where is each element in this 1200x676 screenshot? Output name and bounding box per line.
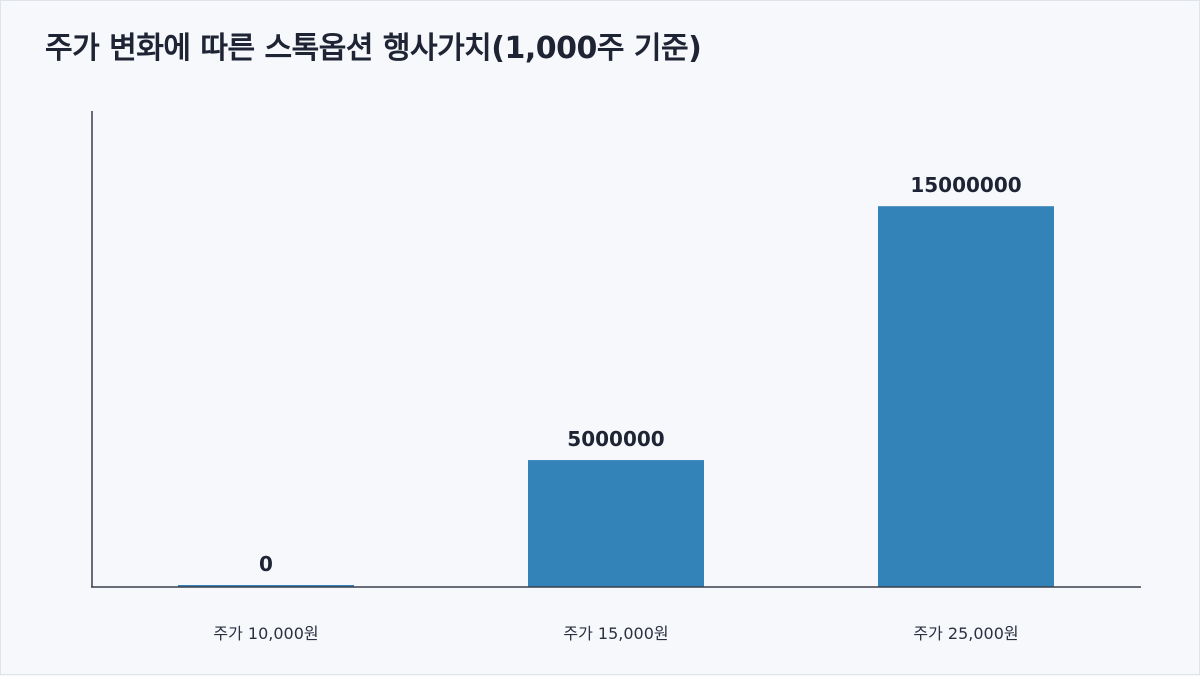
chart-title: 주가 변화에 따른 스톡옵션 행사가치(1,000주 기준) bbox=[45, 31, 702, 66]
data-label-2: 5000000 bbox=[567, 427, 664, 451]
bars-layer bbox=[178, 206, 1054, 587]
bar-3 bbox=[878, 206, 1054, 587]
x-tick-label-3: 주가 25,000원 bbox=[913, 624, 1018, 643]
x-tick-label-1: 주가 10,000원 bbox=[213, 624, 318, 643]
x-tick-label-2: 주가 15,000원 bbox=[563, 624, 668, 643]
x-tick-labels-layer: 주가 10,000원 주가 15,000원 주가 25,000원 bbox=[213, 624, 1018, 643]
data-label-3: 15000000 bbox=[910, 173, 1021, 197]
data-label-1: 0 bbox=[259, 552, 273, 576]
bar-1 bbox=[178, 585, 354, 587]
value-labels-layer: 0 5000000 15000000 bbox=[259, 173, 1022, 576]
bar-2 bbox=[528, 460, 704, 587]
